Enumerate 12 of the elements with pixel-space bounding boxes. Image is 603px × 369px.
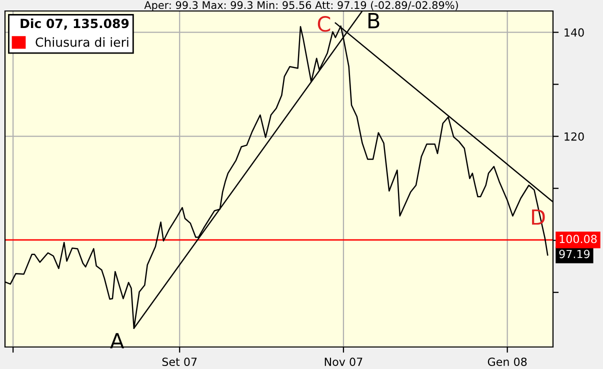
- x-tick-label: Gen 08: [488, 358, 527, 366]
- x-tick-label: Nov 07: [324, 358, 362, 366]
- annotation: B: [368, 13, 380, 28]
- y-tick-label: 140: [564, 28, 584, 37]
- text: 100.08: [560, 234, 597, 244]
- y-tick-label: 120: [564, 132, 584, 141]
- x-tick-label: Set 07: [162, 358, 197, 366]
- legend-title: Dic 07, 135.089: [20, 18, 129, 30]
- annotation: C: [318, 16, 330, 32]
- data-label: 97.19: [559, 250, 590, 258]
- legend-label: Chiusura di ieri: [36, 37, 128, 47]
- chart-title: Aper: 99.3 Max: 99.3 Min: 95.56 Att: 97.19 (-02.89/-02.89%): [144, 0, 458, 12]
